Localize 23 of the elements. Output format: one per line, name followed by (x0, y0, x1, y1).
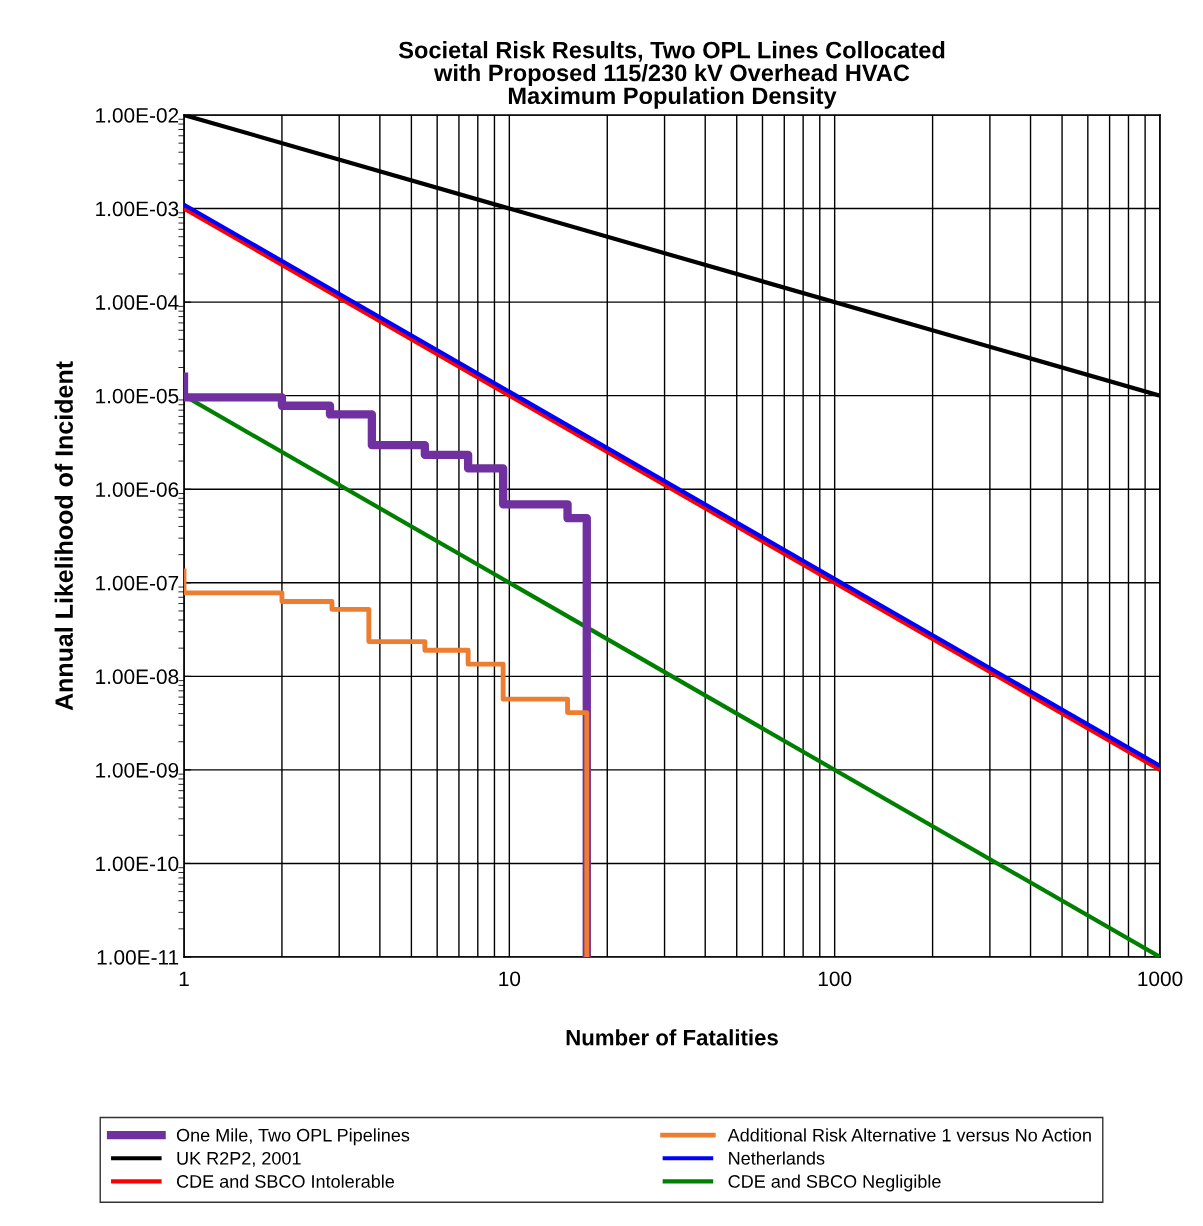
legend-label: Netherlands (729, 1151, 825, 1165)
y-tick-label: 1.00E-08 (96, 669, 179, 685)
y-tick-label: 1.00E-04 (96, 295, 179, 310)
legend-label: One Mile, Two OPL Pipelines (176, 1128, 410, 1146)
y-axis-title: Annual Likelihood of Incident (54, 361, 73, 711)
y-tick-label: 1.00E-07 (96, 575, 179, 591)
x-tick-label: 10 (499, 971, 521, 987)
y-tick-label: 1.00E-06 (96, 482, 179, 497)
y-tick-label: 1.00E-05 (96, 388, 179, 404)
y-tick-label: 1.00E-02 (96, 108, 179, 123)
y-tick-label: 1.00E-09 (96, 762, 179, 778)
y-tick-label: 1.00E-11 (97, 950, 179, 965)
x-tick-label: 1 (179, 971, 189, 986)
x-axis-title: Number of Fatalities (566, 1029, 778, 1046)
y-tick-label: 1.00E-03 (96, 201, 179, 217)
legend-label: Additional Risk Alternative 1 versus No Action (727, 1128, 1091, 1142)
x-tick-label: 100 (818, 971, 852, 987)
y-tick-label: 1.00E-10 (96, 856, 179, 872)
legend-label: CDE and SBCO Intolerable (176, 1174, 395, 1188)
legend-label: UK R2P2, 2001 (177, 1151, 301, 1167)
chart-title: Societal Risk Results, Two OPL Lines Collocated with Proposed 115/230 kV Overhead HVAC Maximum Population Density (398, 41, 945, 109)
legend-label: CDE and SBCO Negligible (728, 1174, 941, 1192)
x-tick-label: 1000 (1138, 971, 1183, 987)
